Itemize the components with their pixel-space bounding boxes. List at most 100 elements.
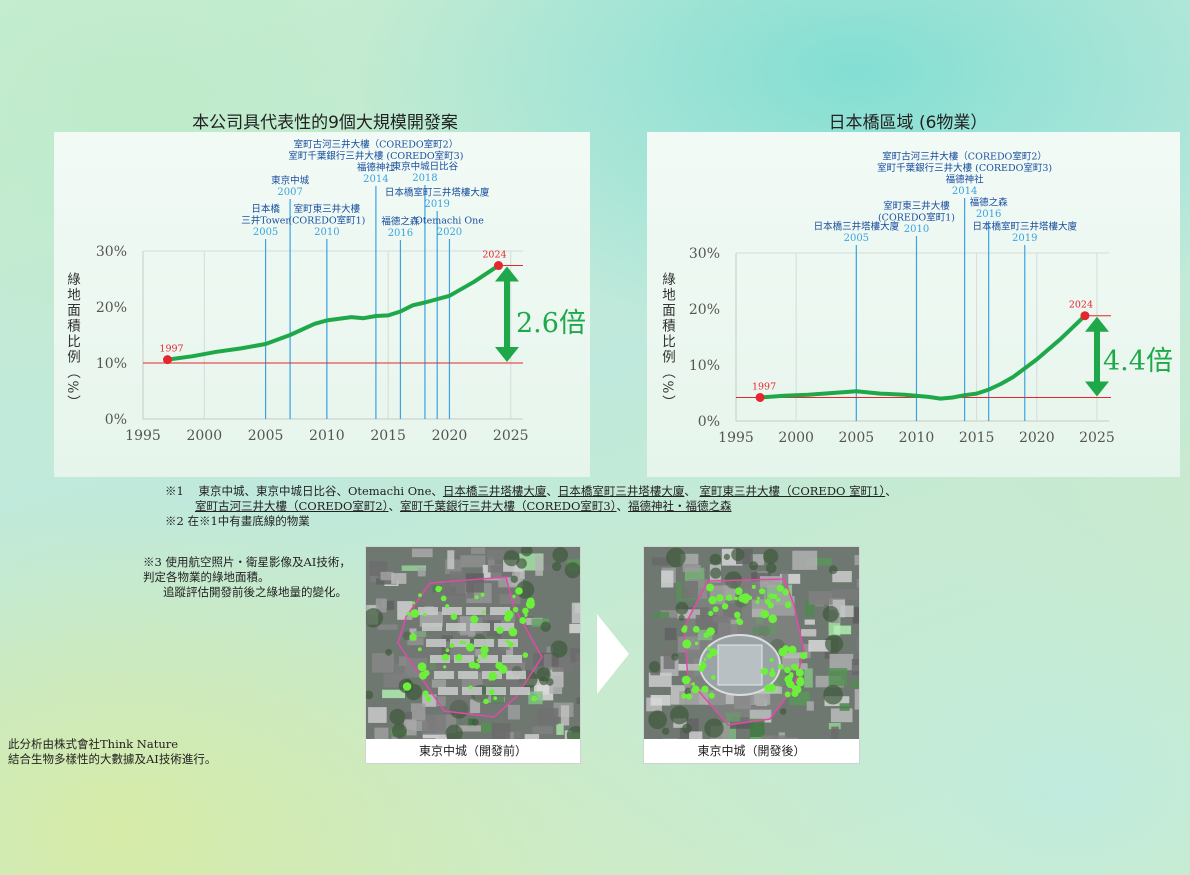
green-patch xyxy=(751,584,756,589)
y-axis-label: 綠地面積比例（%） xyxy=(659,272,676,411)
note1-line1: ※1 東京中城、東京中城日比谷、Otemachi One、日本橋三井塔樓大廈、日… xyxy=(165,484,897,499)
city-block xyxy=(832,589,859,600)
city-block xyxy=(749,718,765,739)
city-block xyxy=(752,626,770,635)
site-buildings xyxy=(699,634,781,696)
green-patch xyxy=(708,610,714,616)
green-patch xyxy=(734,611,741,619)
green-patch xyxy=(755,600,760,604)
green-patch xyxy=(712,606,719,613)
end-point-label: 2024 xyxy=(482,250,506,261)
tree xyxy=(536,667,551,682)
city-block xyxy=(851,659,859,676)
ratio-arrow-head-down xyxy=(495,347,519,362)
old-building xyxy=(442,607,462,615)
city-block xyxy=(405,711,412,720)
city-block xyxy=(832,571,852,583)
event-label: 日本橋 xyxy=(251,203,280,215)
green-patch xyxy=(778,647,788,657)
city-block xyxy=(677,609,701,619)
event-label: 東京中城 xyxy=(271,175,310,187)
tree xyxy=(670,705,689,725)
city-block xyxy=(803,643,811,659)
city-block xyxy=(546,646,554,654)
city-block xyxy=(793,663,808,670)
green-patch xyxy=(459,640,463,644)
city-block xyxy=(481,722,492,733)
tree xyxy=(828,565,838,575)
city-block xyxy=(537,708,559,725)
city-block xyxy=(376,578,397,585)
chart1-title: 本公司具代表性的9個大規模開發案 xyxy=(192,113,458,133)
green-patch xyxy=(512,606,519,613)
photo-after: 東京中城（開發後） xyxy=(643,546,860,764)
city-block xyxy=(854,689,859,710)
green-patch xyxy=(789,672,794,677)
city-block xyxy=(375,598,387,613)
city-block xyxy=(761,735,787,739)
city-block xyxy=(712,615,729,623)
city-block xyxy=(661,570,674,588)
city-block xyxy=(468,718,476,729)
city-block xyxy=(438,735,447,739)
tree xyxy=(516,558,527,569)
city-block xyxy=(422,733,447,739)
green-patch xyxy=(710,675,716,680)
green-patch xyxy=(409,633,417,641)
green-patch xyxy=(692,625,700,633)
green-patch xyxy=(445,604,450,609)
green-patch xyxy=(402,682,412,691)
city-block xyxy=(687,649,704,659)
green-patch xyxy=(776,584,784,592)
city-block xyxy=(449,571,465,588)
city-block xyxy=(571,602,580,624)
city-block xyxy=(535,555,543,576)
event-label: 室町古河三井大樓（COREDO室町2） xyxy=(882,151,1047,163)
city-block xyxy=(524,734,540,739)
tree xyxy=(564,562,580,579)
city-block xyxy=(750,554,765,566)
city-block xyxy=(648,672,672,687)
city-block xyxy=(444,641,455,648)
y-tick-label: 0% xyxy=(698,414,720,430)
green-patch xyxy=(726,594,733,601)
city-block xyxy=(498,577,523,588)
chart2-title: 日本橋區域 (6物業） xyxy=(828,113,988,133)
old-building xyxy=(494,623,514,631)
y-tick-label: 0% xyxy=(105,412,127,428)
event-label: 2019 xyxy=(424,199,449,210)
chart2-svg: 1995 2000 2005 2010 2015 2020 2025 0% 10% 20% 30% 綠… xyxy=(659,151,1173,447)
note1-sep3: 、 xyxy=(885,484,897,498)
chart2-panel: 1995 2000 2005 2010 2015 2020 2025 0% 10% 20% 30% 綠… xyxy=(647,132,1180,477)
city-block xyxy=(543,654,552,671)
y-tick-label: 20% xyxy=(96,300,127,316)
x-tick-label: 1995 xyxy=(125,428,161,444)
start-point xyxy=(163,355,173,365)
green-patches xyxy=(402,585,537,705)
green-patch xyxy=(788,645,797,654)
green-patch xyxy=(412,601,416,605)
city-block xyxy=(470,547,486,555)
green-patch xyxy=(716,594,724,602)
city-block xyxy=(560,705,570,726)
city-block xyxy=(852,607,859,624)
green-patch xyxy=(507,641,514,648)
city-block xyxy=(804,668,813,688)
note3-line3: 追蹤評估開發前後之綠地量的變化。 xyxy=(163,585,347,599)
city-block xyxy=(391,736,398,739)
event-label: 2020 xyxy=(437,227,462,238)
green-patch xyxy=(503,614,512,622)
green-patch xyxy=(768,593,774,599)
green-patch xyxy=(489,689,495,695)
city-block xyxy=(398,656,407,666)
green-patch xyxy=(799,652,808,660)
green-patch xyxy=(445,648,450,653)
green-patch xyxy=(406,611,411,616)
green-patch xyxy=(681,675,691,685)
green-patch xyxy=(784,666,791,674)
note1-sep2: 、 xyxy=(684,484,700,498)
note3-line2: 判定各物業的綠地面積。 xyxy=(143,570,270,584)
green-patch xyxy=(796,678,805,687)
note1-u3: 室町東三井大樓（COREDO 室町1） xyxy=(699,484,886,498)
city-block xyxy=(570,648,580,663)
